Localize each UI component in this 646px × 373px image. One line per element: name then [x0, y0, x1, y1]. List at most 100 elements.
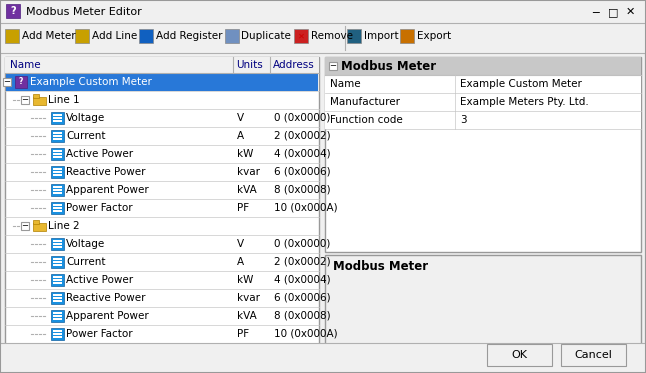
Bar — [3, 78, 11, 86]
Text: Name: Name — [330, 79, 360, 89]
Bar — [33, 94, 39, 98]
Text: kVA: kVA — [237, 311, 256, 321]
Text: Current: Current — [66, 257, 105, 267]
Bar — [400, 29, 414, 43]
Bar — [53, 150, 62, 152]
Text: 8 (0x0008): 8 (0x0008) — [274, 311, 331, 321]
Text: kVA: kVA — [237, 185, 256, 195]
Bar — [1, 1, 645, 23]
Bar — [51, 148, 64, 160]
Text: −: − — [3, 78, 10, 87]
Bar — [53, 297, 62, 299]
Text: Power Factor: Power Factor — [66, 203, 132, 213]
Bar — [487, 344, 552, 366]
Bar — [325, 57, 641, 75]
Bar — [53, 138, 62, 140]
Bar — [53, 210, 62, 212]
Bar — [53, 315, 62, 317]
Bar — [53, 258, 62, 260]
Text: Modbus Meter: Modbus Meter — [333, 260, 428, 273]
Bar — [74, 29, 89, 43]
Bar — [51, 184, 64, 196]
Bar — [53, 312, 62, 314]
Bar — [53, 318, 62, 320]
Bar — [6, 73, 318, 91]
Bar — [53, 300, 62, 302]
Bar — [53, 276, 62, 278]
Text: Active Power: Active Power — [66, 149, 133, 159]
Text: 4 (0x0004): 4 (0x0004) — [274, 149, 331, 159]
Bar — [6, 4, 20, 18]
Text: kW: kW — [237, 275, 253, 285]
Text: Add Meter: Add Meter — [22, 31, 76, 41]
Bar — [1, 23, 645, 53]
Text: ✕: ✕ — [625, 7, 634, 17]
Text: 4 (0x0004): 4 (0x0004) — [274, 275, 331, 285]
Bar — [51, 328, 64, 340]
Text: 10 (0x000A): 10 (0x000A) — [274, 329, 338, 339]
Text: Example Meters Pty. Ltd.: Example Meters Pty. Ltd. — [460, 97, 589, 107]
Text: Duplicate: Duplicate — [242, 31, 291, 41]
Text: A: A — [237, 257, 244, 267]
Text: 6 (0x0006): 6 (0x0006) — [274, 167, 331, 177]
Text: Address: Address — [273, 60, 315, 70]
Text: PF: PF — [237, 203, 249, 213]
Text: Apparent Power: Apparent Power — [66, 185, 149, 195]
Bar — [53, 246, 62, 248]
Text: 0 (0x0000): 0 (0x0000) — [274, 113, 330, 123]
Text: 2 (0x0002): 2 (0x0002) — [274, 257, 331, 267]
Text: □: □ — [608, 7, 618, 17]
Text: Add Register: Add Register — [156, 31, 222, 41]
Bar — [51, 166, 64, 178]
Bar — [53, 189, 62, 191]
Bar — [325, 93, 641, 111]
Bar — [325, 75, 641, 93]
Bar — [51, 256, 64, 268]
Text: Voltage: Voltage — [66, 113, 105, 123]
Text: ─: ─ — [592, 7, 599, 17]
Bar — [51, 130, 64, 142]
Bar — [53, 120, 62, 122]
Bar — [325, 255, 641, 346]
Bar — [53, 243, 62, 245]
Bar — [53, 186, 62, 188]
Bar — [51, 292, 64, 304]
Text: Line 1: Line 1 — [48, 95, 79, 105]
Text: 0 (0x0000): 0 (0x0000) — [274, 239, 330, 249]
Bar — [21, 96, 29, 104]
Text: Active Power: Active Power — [66, 275, 133, 285]
Text: ?: ? — [10, 6, 16, 16]
Text: PF: PF — [237, 329, 249, 339]
Bar — [294, 29, 308, 43]
Text: Remove: Remove — [311, 31, 353, 41]
Bar — [5, 57, 319, 73]
Bar — [53, 192, 62, 194]
Bar — [51, 274, 64, 286]
Bar — [53, 282, 62, 284]
Bar — [53, 174, 62, 176]
Bar — [53, 294, 62, 296]
Text: 3: 3 — [460, 115, 466, 125]
Text: Example Custom Meter: Example Custom Meter — [30, 77, 152, 87]
Bar — [329, 62, 337, 70]
Text: Reactive Power: Reactive Power — [66, 293, 145, 303]
Text: kvar: kvar — [237, 167, 260, 177]
Text: Units: Units — [236, 60, 263, 70]
Text: ✕: ✕ — [298, 31, 304, 41]
Text: Modbus Meter: Modbus Meter — [341, 60, 436, 72]
Bar — [53, 336, 62, 338]
Text: 10 (0x000A): 10 (0x000A) — [274, 203, 338, 213]
Text: ?: ? — [19, 78, 23, 87]
Bar — [53, 135, 62, 137]
Bar — [53, 156, 62, 158]
Text: Current: Current — [66, 131, 105, 141]
Text: 2 (0x0002): 2 (0x0002) — [274, 131, 331, 141]
Text: Line 2: Line 2 — [48, 221, 79, 231]
Text: Cancel: Cancel — [574, 350, 612, 360]
Bar — [21, 222, 29, 230]
Text: −: − — [329, 62, 337, 70]
Bar — [53, 204, 62, 206]
Bar — [53, 168, 62, 170]
Text: Add Line: Add Line — [92, 31, 137, 41]
Text: Apparent Power: Apparent Power — [66, 311, 149, 321]
